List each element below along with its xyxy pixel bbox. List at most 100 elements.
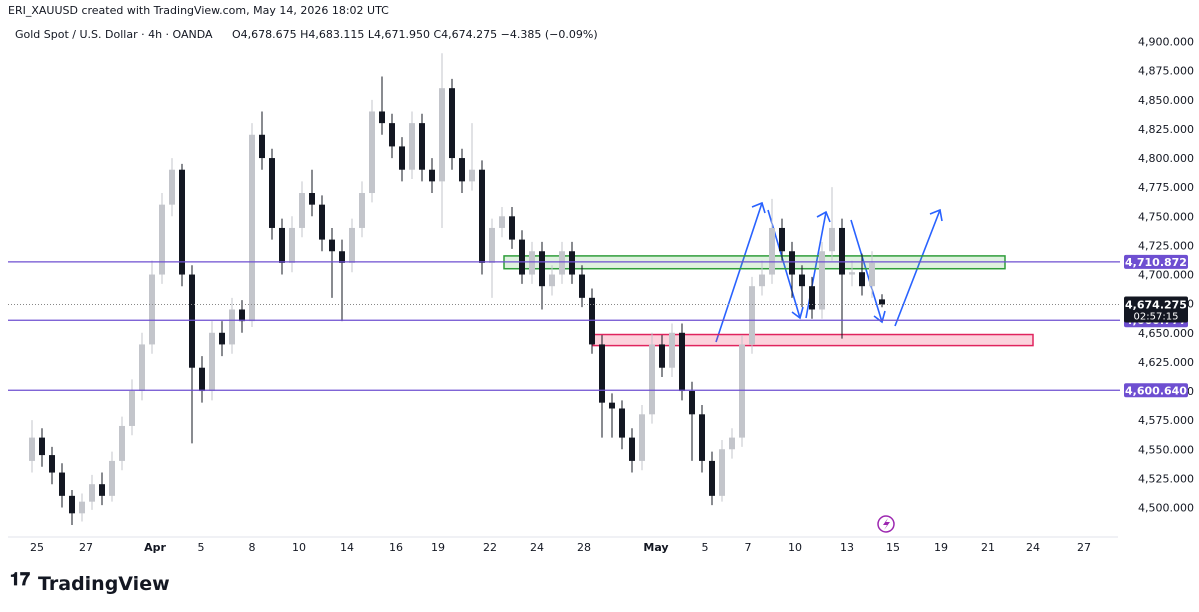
brand-name: TradingView bbox=[38, 573, 170, 595]
candle-body bbox=[69, 495, 75, 514]
candle-body bbox=[879, 299, 885, 305]
candle-body bbox=[599, 344, 605, 403]
candle-body bbox=[289, 227, 295, 263]
x-tick-label: 14 bbox=[340, 541, 354, 554]
symbol-title: Gold Spot / U.S. Dollar · 4h · OANDA bbox=[15, 28, 213, 41]
candle-body bbox=[609, 402, 615, 409]
candle-body bbox=[369, 111, 375, 194]
candle-body bbox=[659, 344, 665, 368]
y-tick-label: 4,775.000 bbox=[1138, 181, 1194, 194]
candle-body bbox=[309, 193, 315, 205]
price-line-label: 4,710.872 bbox=[1125, 256, 1187, 269]
y-tick-label: 4,650.000 bbox=[1138, 327, 1194, 340]
candle-body bbox=[709, 460, 715, 496]
x-tick-label: 19 bbox=[431, 541, 445, 554]
candle-body bbox=[209, 332, 215, 392]
candle-body bbox=[529, 251, 535, 275]
candle-body bbox=[829, 227, 835, 252]
x-tick-label: 24 bbox=[530, 541, 544, 554]
candle-body bbox=[49, 455, 55, 473]
x-tick-label: 8 bbox=[249, 541, 256, 554]
candle-body bbox=[619, 408, 625, 438]
arrowhead bbox=[873, 310, 886, 324]
candle-body bbox=[99, 484, 105, 496]
candle-body bbox=[139, 344, 145, 392]
candle-body bbox=[839, 227, 845, 275]
x-tick-label: 21 bbox=[981, 541, 995, 554]
candle-body bbox=[459, 158, 465, 182]
candle-body bbox=[59, 472, 65, 496]
y-tick-label: 4,625.000 bbox=[1138, 356, 1194, 369]
y-tick-label: 4,900.000 bbox=[1138, 36, 1194, 49]
candle-body bbox=[439, 88, 445, 182]
x-tick-label: 5 bbox=[198, 541, 205, 554]
y-tick-label: 4,725.000 bbox=[1138, 239, 1194, 252]
x-tick-label: 16 bbox=[389, 541, 403, 554]
candle-body bbox=[359, 193, 365, 228]
x-tick-label: 25 bbox=[30, 541, 44, 554]
brand-logo: 𝟏𝟕 bbox=[10, 569, 30, 590]
candle-body bbox=[29, 437, 35, 461]
candle-body bbox=[579, 274, 585, 298]
candle-body bbox=[219, 332, 225, 345]
candle-body bbox=[299, 193, 305, 228]
candle-body bbox=[749, 286, 755, 345]
price-line-label-bg bbox=[1124, 383, 1188, 398]
candle-body bbox=[159, 204, 165, 275]
candle-body bbox=[489, 227, 495, 263]
x-tick-label: 15 bbox=[886, 541, 900, 554]
ohlc-legend: O4,678.675 H4,683.115 L4,671.950 C4,674.… bbox=[232, 28, 598, 41]
candle-body bbox=[429, 169, 435, 182]
candle-body bbox=[629, 437, 635, 461]
y-tick-label: 4,550.000 bbox=[1138, 443, 1194, 456]
candle-body bbox=[399, 146, 405, 170]
x-tick-label: 13 bbox=[840, 541, 854, 554]
candle-body bbox=[259, 134, 265, 159]
candle-body bbox=[129, 391, 135, 426]
arrowhead bbox=[816, 210, 831, 223]
arrowhead bbox=[751, 201, 766, 214]
y-tick-label: 4,525.000 bbox=[1138, 472, 1194, 485]
candle-body bbox=[39, 437, 45, 456]
x-tick-label: 19 bbox=[934, 541, 948, 554]
countdown: 02:57:15 bbox=[1134, 312, 1179, 323]
candle-body bbox=[869, 262, 875, 287]
last-price-label-bg bbox=[1124, 296, 1188, 323]
y-tick-label: 4,850.000 bbox=[1138, 94, 1194, 107]
candle-body bbox=[789, 251, 795, 275]
candle-body bbox=[719, 449, 725, 496]
x-tick-label: Apr bbox=[144, 541, 166, 554]
arrow bbox=[850, 219, 883, 323]
candle-body bbox=[329, 239, 335, 252]
x-tick-label: 10 bbox=[292, 541, 306, 554]
candle-body bbox=[729, 437, 735, 450]
price-line-label-bg bbox=[1124, 254, 1188, 269]
price-line-label: 4,600.640 bbox=[1125, 384, 1187, 397]
created-note: ERI_XAUUSD created with TradingView.com,… bbox=[8, 4, 389, 17]
x-tick-label: May bbox=[643, 541, 668, 554]
candle-body bbox=[239, 309, 245, 322]
candle-body bbox=[469, 169, 475, 182]
candle-body bbox=[199, 367, 205, 392]
candle-body bbox=[569, 251, 575, 275]
arrowhead bbox=[791, 306, 804, 320]
alert-icon[interactable] bbox=[877, 515, 895, 533]
candle-body bbox=[149, 274, 155, 345]
candle-body bbox=[689, 391, 695, 415]
candle-body bbox=[769, 227, 775, 275]
candle-body bbox=[79, 501, 85, 514]
y-tick-label: 4,750.000 bbox=[1138, 210, 1194, 223]
candle-body bbox=[349, 227, 355, 263]
candle-body bbox=[479, 169, 485, 263]
candle-body bbox=[89, 484, 95, 502]
candle-body bbox=[419, 123, 425, 170]
candle-body bbox=[859, 272, 865, 287]
arrow bbox=[715, 202, 763, 343]
candle-body bbox=[639, 414, 645, 461]
candle-body bbox=[169, 169, 175, 205]
candle-body bbox=[799, 274, 805, 287]
y-tick-label: 4,500.000 bbox=[1138, 501, 1194, 514]
candle-body bbox=[679, 332, 685, 392]
x-tick-label: 27 bbox=[79, 541, 93, 554]
